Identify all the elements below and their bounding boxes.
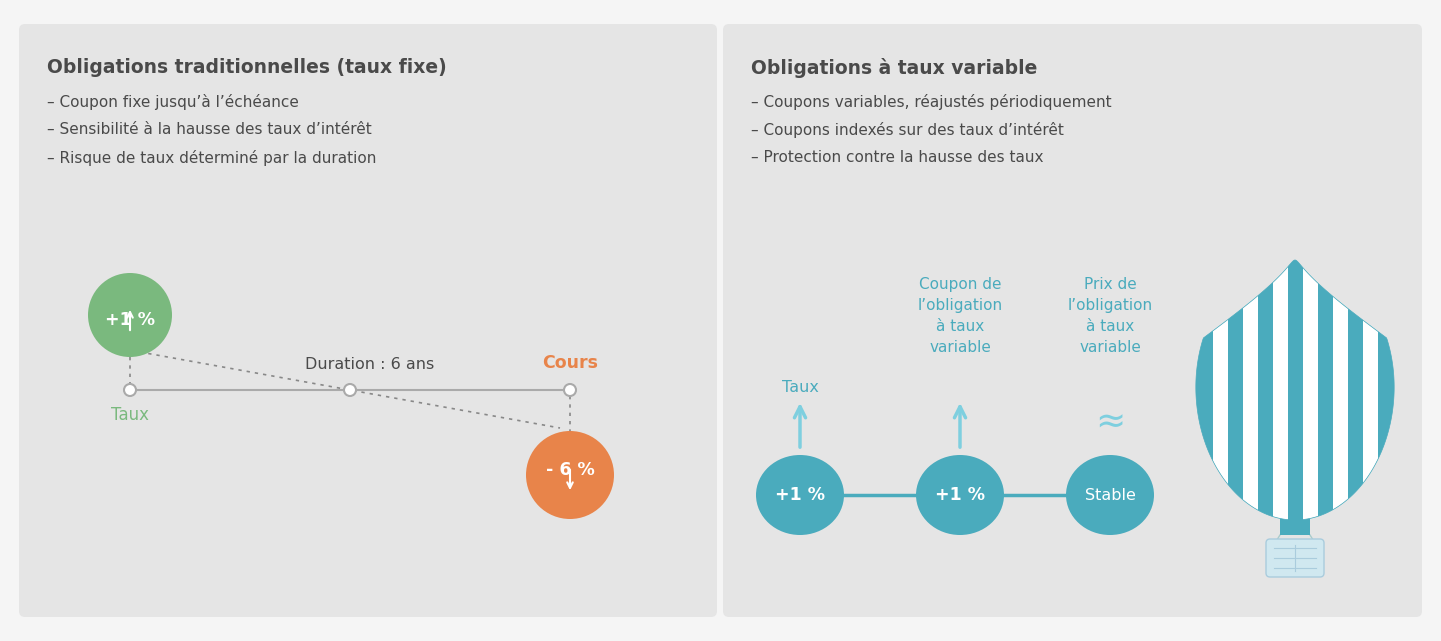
Circle shape — [344, 384, 356, 396]
Text: – Coupons variables, réajustés périodiquement: – Coupons variables, réajustés périodiqu… — [751, 94, 1111, 110]
FancyBboxPatch shape — [723, 24, 1422, 617]
FancyBboxPatch shape — [19, 24, 718, 617]
Text: – Coupons indexés sur des taux d’intérêt: – Coupons indexés sur des taux d’intérêt — [751, 122, 1063, 138]
Text: +1 %: +1 % — [105, 311, 156, 329]
Text: Prix de
l’obligation
à taux
variable: Prix de l’obligation à taux variable — [1068, 277, 1153, 355]
Text: - 6 %: - 6 % — [546, 461, 594, 479]
Bar — [1303, 255, 1317, 525]
Text: Taux: Taux — [111, 406, 148, 424]
Text: – Protection contre la hausse des taux: – Protection contre la hausse des taux — [751, 150, 1043, 165]
FancyBboxPatch shape — [1267, 539, 1324, 577]
Circle shape — [526, 431, 614, 519]
Ellipse shape — [916, 455, 1004, 535]
Bar — [1272, 255, 1287, 525]
Text: Cours: Cours — [542, 354, 598, 372]
Text: – Sensibilité à la hausse des taux d’intérêt: – Sensibilité à la hausse des taux d’int… — [48, 122, 372, 137]
Text: +1 %: +1 % — [935, 486, 986, 504]
Ellipse shape — [757, 455, 844, 535]
Bar — [1363, 255, 1378, 525]
Text: ≈: ≈ — [1095, 406, 1125, 440]
PathPatch shape — [1196, 260, 1393, 520]
Bar — [1242, 255, 1258, 525]
Text: Stable: Stable — [1085, 488, 1136, 503]
Ellipse shape — [1066, 455, 1154, 535]
Bar — [1333, 255, 1347, 525]
Circle shape — [563, 384, 576, 396]
Bar — [1212, 255, 1228, 525]
Text: Obligations à taux variable: Obligations à taux variable — [751, 58, 1038, 78]
Text: – Coupon fixe jusqu’à l’échéance: – Coupon fixe jusqu’à l’échéance — [48, 94, 298, 110]
Text: +1 %: +1 % — [775, 486, 826, 504]
Text: Coupon de
l’obligation
à taux
variable: Coupon de l’obligation à taux variable — [918, 277, 1003, 355]
Text: Obligations traditionnelles (taux fixe): Obligations traditionnelles (taux fixe) — [48, 58, 447, 77]
Circle shape — [124, 384, 135, 396]
Text: – Risque de taux déterminé par la duration: – Risque de taux déterminé par la durati… — [48, 150, 376, 166]
Bar — [1280, 510, 1310, 535]
Text: Taux: Taux — [781, 380, 818, 395]
Circle shape — [88, 273, 171, 357]
Text: Duration : 6 ans: Duration : 6 ans — [305, 357, 435, 372]
